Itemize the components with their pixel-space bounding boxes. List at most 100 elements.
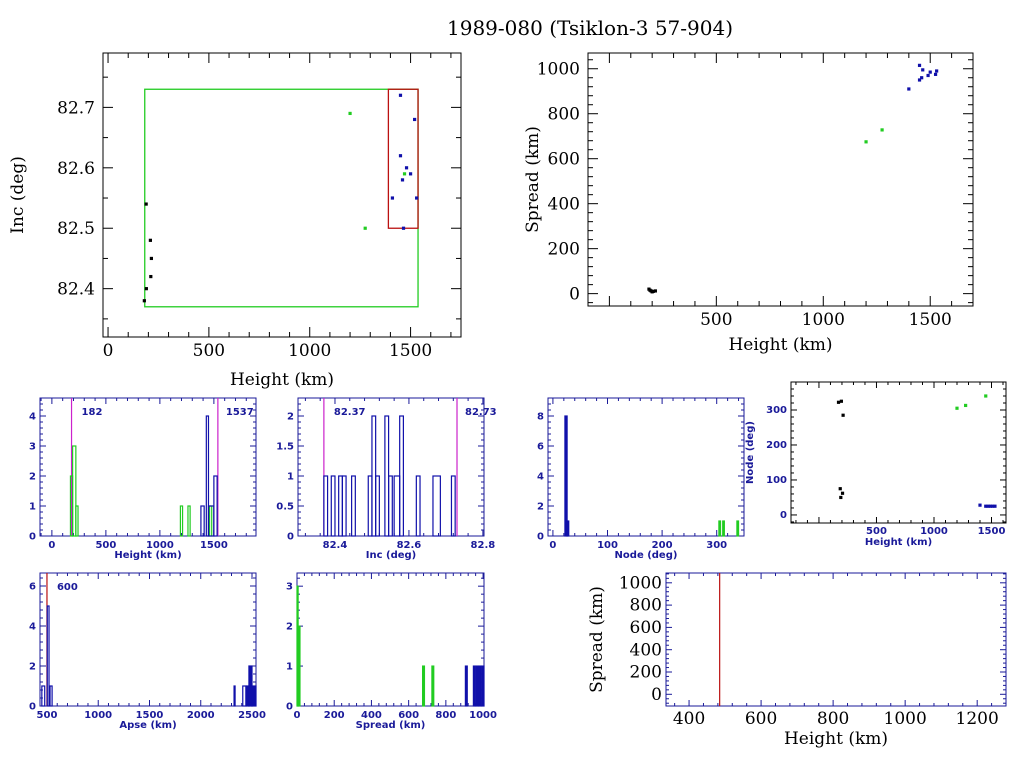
panel-node-vs-height: 500 1000 1500 0 100 200 300 Height (km) Node (de… — [745, 381, 1007, 548]
y-tick-label: 0.5 — [276, 502, 294, 513]
data-point — [993, 504, 997, 508]
data-point — [921, 68, 925, 72]
y-tick-label: 0 — [651, 685, 662, 705]
data-point — [880, 128, 884, 132]
x-axis-label: Height (km) — [728, 335, 832, 355]
x-tick-label: 82.4 — [323, 540, 348, 551]
histogram-bar — [242, 685, 247, 707]
data-point — [917, 78, 922, 82]
histogram-bar — [393, 475, 401, 537]
histogram-bar — [472, 665, 476, 707]
x-tick-label: 500 — [95, 540, 116, 551]
y-axis-label: Spread (km) — [587, 586, 607, 693]
y-tick-label: 6 — [537, 442, 544, 453]
histogram-bar — [481, 665, 485, 707]
x-tick-label: 400 — [361, 710, 382, 721]
data-point — [917, 63, 922, 67]
histogram-bar — [415, 475, 421, 537]
data-point — [964, 403, 968, 408]
data-point — [935, 69, 939, 73]
x-axis-label: Height (km) — [230, 370, 334, 390]
y-tick-label: 3 — [29, 442, 36, 453]
histogram-bar — [330, 475, 336, 537]
histogram-bar — [72, 445, 77, 537]
data-point — [926, 73, 930, 78]
histogram-bar — [431, 665, 435, 707]
panel-inc-hist: 82.4 82.6 82.8 0 0.5 1 1.5 2 Inc (deg) 82.37 82.73 — [276, 397, 497, 561]
y-tick-label: 600 — [548, 150, 580, 170]
data-point — [920, 76, 924, 80]
y-tick-label: 100 — [766, 475, 787, 486]
marker-label: 182 — [82, 407, 103, 418]
y-tick-label: 2 — [29, 662, 36, 673]
histogram-bar — [46, 605, 50, 707]
histogram-bar — [564, 415, 568, 537]
panel-inc-vs-height: 0 500 1000 1500 82.4 82.5 82.6 82.7 Height (km) I… — [8, 52, 462, 390]
x-tick-label: 1000 — [469, 710, 497, 721]
histogram-bar — [233, 685, 236, 707]
y-tick-label: 800 — [630, 596, 662, 616]
y-tick-label: 200 — [548, 240, 580, 260]
marker-label: 82.37 — [334, 407, 366, 418]
x-tick-label: 600 — [745, 709, 777, 729]
histogram-bar — [475, 665, 479, 707]
data-point — [984, 394, 988, 398]
y-tick-label: 4 — [29, 622, 36, 633]
y-tick-label: 2 — [286, 622, 293, 633]
selection-box-red — [387, 88, 419, 229]
x-tick-label: 1500 — [909, 310, 952, 330]
marker-label: 1537 — [226, 407, 254, 418]
y-tick-label: 4 — [537, 472, 544, 483]
x-axis-label: Apse (km) — [119, 720, 176, 731]
y-tick-label: 0 — [780, 510, 787, 521]
histogram-bar — [399, 415, 404, 537]
histogram-bar — [213, 475, 218, 537]
y-tick-label: 2 — [287, 412, 294, 423]
histogram-bar — [478, 665, 482, 707]
y-tick-label: 1.5 — [276, 442, 294, 453]
data-point — [348, 111, 352, 116]
x-axis-label: Height (km) — [784, 729, 888, 749]
y-tick-label: 0 — [569, 285, 580, 305]
histogram-bar — [187, 505, 191, 537]
data-point — [148, 238, 152, 242]
y-tick-label: 4 — [29, 412, 36, 423]
x-tick-label: 500 — [866, 526, 887, 537]
x-tick-label: 500 — [37, 710, 58, 721]
data-point — [839, 495, 843, 500]
data-point — [400, 178, 405, 182]
y-axis-label: Node (deg) — [745, 421, 756, 484]
histogram-bar — [179, 505, 184, 537]
y-tick-label: 2 — [537, 502, 544, 513]
x-tick-label: 1000 — [146, 540, 174, 551]
histogram-bar — [450, 475, 456, 537]
plot-frame — [665, 572, 1007, 707]
data-point — [413, 117, 417, 122]
x-tick-label: 200 — [324, 710, 345, 721]
data-point — [363, 226, 367, 230]
y-axis-label: Spread (km) — [523, 126, 543, 233]
y-axis-label: Inc (deg) — [8, 156, 28, 234]
histogram-bar — [566, 520, 570, 537]
data-point — [955, 406, 959, 410]
y-tick-label: 400 — [548, 195, 580, 215]
data-point — [933, 72, 938, 76]
x-tick-label: 1500 — [978, 526, 1006, 537]
y-tick-label: 82.7 — [57, 98, 95, 118]
y-tick-label: 82.4 — [57, 280, 95, 300]
x-tick-label: 1000 — [802, 310, 845, 330]
data-point — [408, 172, 413, 176]
x-tick-label: 1200 — [956, 709, 999, 729]
histogram-bar — [75, 505, 79, 537]
histogram-bar — [49, 685, 53, 707]
data-point — [402, 172, 407, 176]
y-tick-label: 0 — [29, 532, 36, 543]
histogram-bar — [297, 625, 301, 707]
data-point — [398, 93, 403, 97]
x-tick-label: 82.8 — [471, 540, 496, 551]
y-tick-label: 1 — [287, 472, 294, 483]
panel-spread-vs-height-2: 400 600 800 1000 120002004006008001000Height… — [587, 572, 1007, 749]
data-point — [984, 504, 988, 508]
x-tick-label: 1500 — [136, 710, 164, 721]
